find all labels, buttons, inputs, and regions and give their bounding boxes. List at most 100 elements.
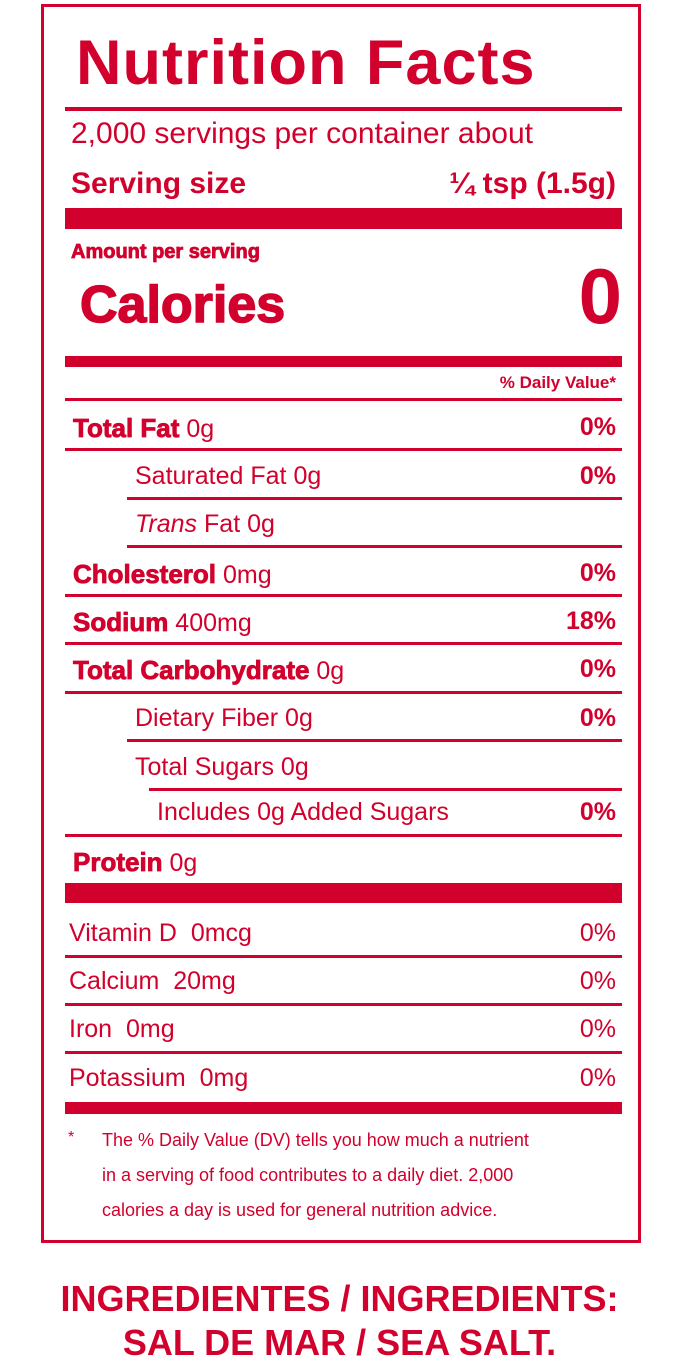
nutrient-name: Trans — [135, 510, 198, 538]
divider — [65, 642, 622, 645]
vitamin-name: Calcium — [69, 967, 160, 995]
nutrient-amount: 0g — [247, 510, 275, 538]
nutrient-amount: 0g Added Sugars — [257, 798, 449, 826]
thick-divider — [65, 883, 622, 903]
divider — [65, 398, 622, 401]
nutrient-row: Total Sugars 0g — [65, 753, 622, 783]
calories-value: 0 — [578, 252, 622, 340]
vitamin-amount: 20mg — [173, 967, 236, 995]
nutrient-label: Trans Fat 0g — [135, 510, 275, 539]
nutrient-name: Sodium — [73, 607, 169, 638]
vitamin-daily-value: 0% — [579, 1064, 616, 1092]
vitamin-label: Vitamin D 0mcg — [69, 919, 252, 948]
nutrient-row: Protein 0g — [65, 847, 622, 878]
nutrient-name: Total Fat — [73, 413, 180, 444]
nutrient-row: Saturated Fat 0g 0% — [65, 462, 622, 492]
nutrient-name: Saturated Fat — [135, 462, 287, 490]
vitamin-name: Potassium — [69, 1064, 186, 1092]
serving-size-label: Serving size — [71, 167, 247, 200]
divider — [65, 107, 622, 111]
divider — [65, 955, 622, 958]
vitamin-amount: 0mg — [199, 1064, 249, 1092]
vitamin-label: Calcium 20mg — [69, 967, 236, 996]
medium-divider — [65, 356, 622, 367]
nutrient-daily-value: 0% — [579, 559, 616, 587]
nutrient-name: Total Sugars — [135, 753, 274, 781]
nutrient-amount: 0mg — [222, 561, 272, 589]
nutrient-label: Sodium 400mg — [73, 607, 252, 638]
nutrient-label: Total Fat 0g — [73, 413, 215, 444]
nutrient-row: Sodium 400mg 18% — [65, 607, 622, 638]
vitamin-label: Iron 0mg — [69, 1015, 175, 1044]
medium-divider — [65, 1102, 622, 1114]
nutrient-row: Total Fat 0g 0% — [65, 413, 622, 444]
divider — [65, 448, 622, 451]
servings-per-container: 2,000 servings per container about — [71, 117, 533, 150]
nutrient-name-suffix: Fat — [204, 510, 241, 538]
calories-label: Calories — [79, 275, 286, 335]
nutrient-row: Cholesterol 0mg 0% — [65, 559, 622, 590]
vitamin-amount: 0mcg — [190, 919, 252, 947]
vitamin-name: Iron — [69, 1015, 113, 1043]
footnote-line: in a serving of food contributes to a da… — [102, 1165, 514, 1185]
amount-per-serving: Amount per serving — [71, 241, 261, 264]
nutrient-row: Total Carbohydrate 0g 0% — [65, 655, 622, 686]
divider — [65, 834, 622, 837]
divider — [149, 788, 622, 791]
nutrient-row: Dietary Fiber 0g 0% — [65, 704, 622, 734]
nutrient-name: Includes — [157, 798, 251, 826]
nutrient-daily-value: 0% — [579, 462, 616, 490]
divider — [127, 739, 622, 742]
serving-size-value: ¼ tsp (1.5g) — [449, 167, 616, 200]
vitamin-label: Potassium 0mg — [69, 1064, 248, 1093]
divider — [127, 545, 622, 548]
nutrient-daily-value: 0% — [579, 413, 616, 441]
vitamin-row: Iron 0mg 0% — [65, 1015, 622, 1045]
label-title: Nutrition Facts — [76, 28, 536, 98]
nutrient-label: Dietary Fiber 0g — [135, 704, 313, 733]
divider — [127, 497, 622, 500]
vitamin-row: Vitamin D 0mcg 0% — [65, 919, 622, 949]
nutrient-row: Trans Fat 0g — [65, 510, 622, 540]
nutrient-daily-value: 0% — [579, 655, 616, 683]
divider — [65, 691, 622, 694]
thick-divider — [65, 208, 622, 229]
divider — [65, 594, 622, 597]
nutrient-amount: 0g — [169, 849, 198, 877]
nutrient-name: Dietary Fiber — [135, 704, 279, 732]
vitamin-name: Vitamin D — [69, 919, 177, 947]
vitamin-daily-value: 0% — [579, 1015, 616, 1043]
nutrient-amount: 0g — [293, 462, 322, 490]
nutrient-label: Includes 0g Added Sugars — [157, 798, 449, 827]
nutrient-name: Protein — [73, 847, 163, 878]
nutrient-label: Protein 0g — [73, 847, 198, 878]
nutrition-facts-panel: Nutrition Facts 2,000 servings per conta… — [41, 4, 641, 1243]
nutrient-amount: 0g — [186, 415, 215, 443]
nutrient-daily-value: 18% — [565, 607, 616, 635]
nutrient-amount: 0g — [280, 753, 309, 781]
nutrient-row: Includes 0g Added Sugars 0% — [65, 798, 622, 828]
vitamin-amount: 0mg — [126, 1015, 175, 1043]
nutrient-daily-value: 0% — [579, 798, 616, 826]
daily-value-header: % Daily Value* — [499, 373, 616, 392]
ingredients-heading: INGREDIENTES / INGREDIENTS: — [60, 1278, 619, 1319]
footnote-line: calories a day is used for general nutri… — [102, 1200, 498, 1220]
footnote-line: The % Daily Value (DV) tells you how muc… — [102, 1130, 529, 1150]
nutrient-name: Total Carbohydrate — [73, 655, 310, 686]
nutrient-name: Cholesterol — [73, 559, 217, 590]
nutrient-label: Total Sugars 0g — [135, 753, 309, 782]
nutrient-label: Saturated Fat 0g — [135, 462, 321, 491]
ingredients-value: SAL DE MAR / SEA SALT. — [122, 1322, 557, 1363]
nutrient-label: Total Carbohydrate 0g — [73, 655, 345, 686]
nutrient-amount: 400mg — [175, 609, 252, 637]
divider — [65, 1003, 622, 1006]
nutrient-label: Cholesterol 0mg — [73, 559, 272, 590]
vitamin-daily-value: 0% — [579, 919, 616, 947]
footnote-asterisk: * — [68, 1129, 75, 1146]
nutrient-daily-value: 0% — [579, 704, 616, 732]
divider — [65, 1051, 622, 1054]
vitamin-row: Calcium 20mg 0% — [65, 967, 622, 997]
nutrient-amount: 0g — [316, 657, 345, 685]
nutrient-amount: 0g — [285, 704, 313, 732]
vitamin-row: Potassium 0mg 0% — [65, 1064, 622, 1094]
